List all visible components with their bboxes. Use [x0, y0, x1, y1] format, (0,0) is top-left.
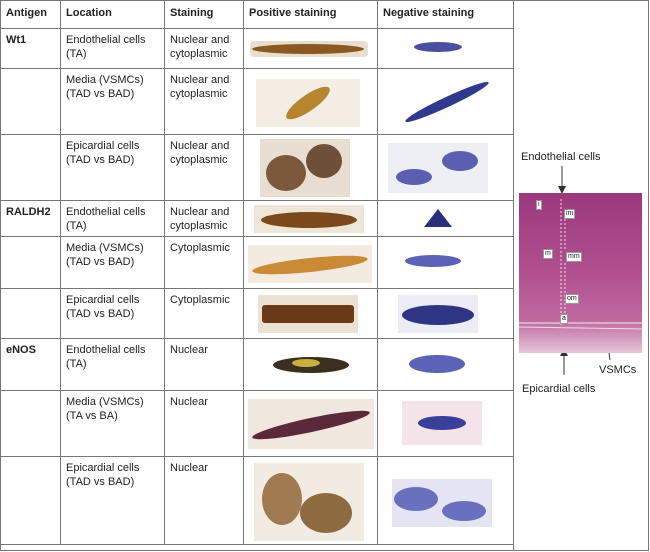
location-cell: Media (VSMCs) (TA vs BA): [60, 390, 165, 457]
negative-image: [377, 134, 514, 201]
location-cell: Media (VSMCs) (TAD vs BAD): [60, 236, 165, 289]
brown-stain-blob: [273, 357, 349, 373]
negative-image: [377, 456, 514, 545]
staining-cell: Nuclear and cytoplasmic: [164, 200, 244, 237]
tag-mm: mm: [566, 252, 582, 262]
table-row: Wt1 Endothelial cells (TA) Nuclear and c…: [0, 28, 514, 69]
location-cell: Endothelial cells (TA): [60, 338, 165, 391]
table-row: Epicardial cells (TAD vs BAD) Cytoplasmi…: [0, 288, 514, 339]
brown-stain-blob: [256, 79, 360, 127]
header-negative: Negative staining: [377, 0, 514, 29]
negative-image: [377, 68, 514, 135]
brown-stain-blob: [248, 245, 372, 283]
brown-stain-blob: [254, 463, 364, 541]
column-divider: [513, 0, 514, 550]
header-antigen: Antigen: [0, 0, 61, 29]
antigen-cell: Wt1: [0, 28, 61, 69]
antigen-cell: RALDH2: [0, 200, 61, 237]
blue-stain-blob: [405, 255, 461, 267]
tag-om: om: [565, 294, 579, 304]
location-cell: Media (VSMCs) (TAD vs BAD): [60, 68, 165, 135]
tag-i: i: [536, 200, 542, 210]
negative-image: [377, 288, 514, 339]
table-row: Media (VSMCs) (TA vs BA) Nuclear: [0, 390, 514, 457]
brown-stain-blob: [254, 205, 364, 233]
antigen-cell: [0, 236, 61, 289]
blue-stain-blob: [414, 42, 462, 52]
blue-stain-blob: [392, 479, 492, 527]
antigen-cell: [0, 456, 61, 545]
header-staining: Staining: [164, 0, 244, 29]
tissue-diagram-panel: Endothelial cells i im m mm om a VSMCs E…: [514, 0, 648, 550]
tag-m: m: [543, 249, 553, 259]
blue-stain-blob: [424, 209, 452, 227]
aortic-wall-section: [519, 193, 642, 353]
positive-image: [243, 200, 378, 237]
brown-stain-blob: [248, 399, 374, 449]
staining-cell: Nuclear: [164, 338, 244, 391]
brown-stain-blob: [260, 139, 350, 197]
location-cell: Epicardial cells (TAD vs BAD): [60, 456, 165, 545]
antigen-cell: [0, 68, 61, 135]
staining-cell: Cytoplasmic: [164, 288, 244, 339]
staining-cell: Nuclear: [164, 456, 244, 545]
positive-image: [243, 134, 378, 201]
label-epicardial-cells: Epicardial cells: [522, 383, 596, 395]
table-row: Epicardial cells (TAD vs BAD) Nuclear: [0, 456, 514, 545]
staining-cell: Cytoplasmic: [164, 236, 244, 289]
table-row: Media (VSMCs) (TAD vs BAD) Cytoplasmic: [0, 236, 514, 289]
table-row: Media (VSMCs) (TAD vs BAD) Nuclear and c…: [0, 68, 514, 135]
staining-cell: Nuclear: [164, 390, 244, 457]
staining-table: Antigen Location Staining Positive stain…: [0, 0, 514, 545]
negative-image: [377, 338, 514, 391]
negative-image: [377, 390, 514, 457]
positive-image: [243, 288, 378, 339]
staining-cell: Nuclear and cytoplasmic: [164, 28, 244, 69]
positive-image: [243, 236, 378, 289]
location-cell: Epicardial cells (TAD vs BAD): [60, 134, 165, 201]
brown-stain-blob: [250, 41, 368, 57]
negative-image: [377, 200, 514, 237]
antigen-cell: [0, 390, 61, 457]
antigen-cell: eNOS: [0, 338, 61, 391]
staining-cell: Nuclear and cytoplasmic: [164, 134, 244, 201]
blue-stain-blob: [405, 82, 489, 122]
blue-stain-blob: [388, 143, 488, 193]
location-cell: Epicardial cells (TAD vs BAD): [60, 288, 165, 339]
tag-im: im: [564, 209, 576, 219]
blue-stain-blob: [402, 401, 482, 445]
table-row: Epicardial cells (TAD vs BAD) Nuclear an…: [0, 134, 514, 201]
table-row: RALDH2 Endothelial cells (TA) Nuclear an…: [0, 200, 514, 237]
header-row: Antigen Location Staining Positive stain…: [0, 0, 514, 29]
table-row: eNOS Endothelial cells (TA) Nuclear: [0, 338, 514, 391]
brown-stain-blob: [258, 295, 358, 333]
tag-a: a: [560, 314, 568, 324]
positive-image: [243, 390, 378, 457]
location-cell: Endothelial cells (TA): [60, 28, 165, 69]
blue-stain-blob: [398, 295, 478, 333]
header-location: Location: [60, 0, 165, 29]
antigen-cell: [0, 288, 61, 339]
positive-image: [243, 456, 378, 545]
staining-cell: Nuclear and cytoplasmic: [164, 68, 244, 135]
label-vsmcs: VSMCs: [599, 364, 637, 376]
header-positive: Positive staining: [243, 0, 378, 29]
negative-image: [377, 28, 514, 69]
positive-image: [243, 28, 378, 69]
antigen-cell: [0, 134, 61, 201]
negative-image: [377, 236, 514, 289]
location-cell: Endothelial cells (TA): [60, 200, 165, 237]
blue-stain-blob: [409, 355, 465, 373]
positive-image: [243, 68, 378, 135]
label-endothelial-cells: Endothelial cells: [521, 151, 601, 163]
positive-image: [243, 338, 378, 391]
